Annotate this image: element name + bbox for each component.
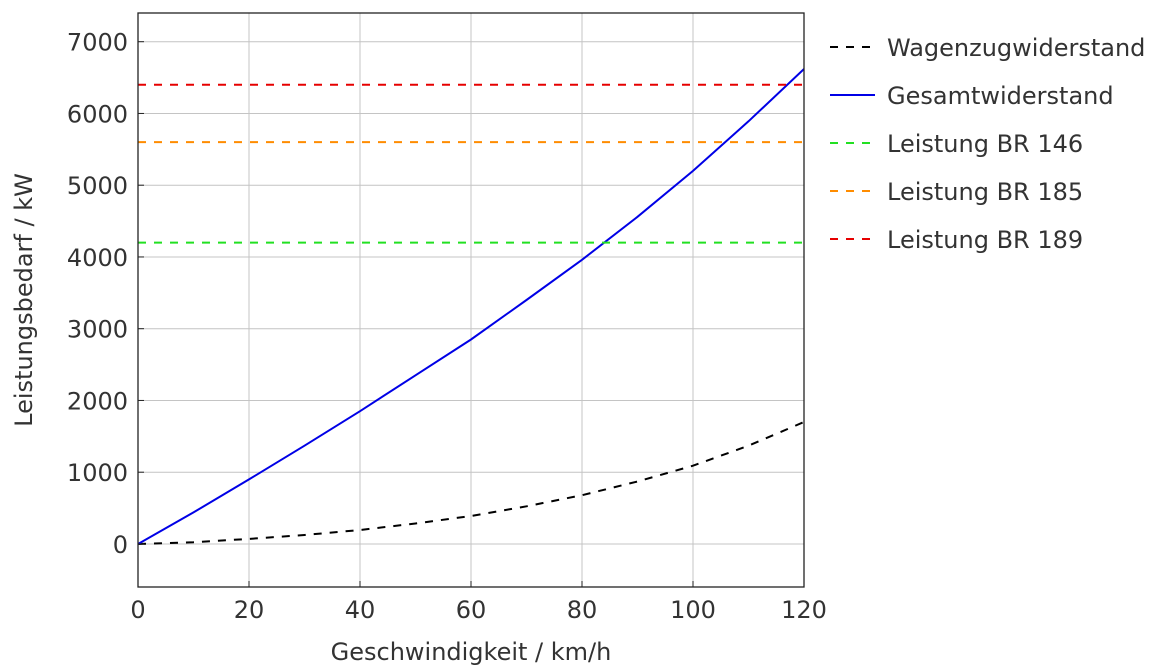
y-tick-label: 0 — [113, 531, 128, 559]
y-tick-label: 6000 — [67, 100, 128, 128]
x-tick-label: 40 — [345, 596, 376, 624]
x-axis: 0 20 40 60 80 100 120 — [130, 581, 827, 624]
y-tick-label: 2000 — [67, 387, 128, 415]
legend-label: Gesamtwiderstand — [887, 82, 1114, 110]
x-tick-label: 20 — [234, 596, 265, 624]
y-axis-title: Leistungsbedarf / kW — [10, 173, 38, 427]
y-tick-label: 1000 — [67, 459, 128, 487]
y-tick-label: 7000 — [67, 29, 128, 57]
x-tick-label: 120 — [781, 596, 827, 624]
legend-label: Wagenzugwiderstand — [887, 34, 1145, 62]
legend-label: Leistung BR 146 — [887, 130, 1083, 158]
x-tick-label: 100 — [670, 596, 716, 624]
y-tick-label: 3000 — [67, 316, 128, 344]
grid — [137, 13, 805, 587]
y-tick-label: 5000 — [67, 172, 128, 200]
x-tick-label: 0 — [130, 596, 145, 624]
series-line-1 — [138, 421, 804, 545]
series-layer — [138, 68, 804, 545]
x-tick-label: 80 — [567, 596, 598, 624]
legend-label: Leistung BR 189 — [887, 226, 1083, 254]
y-tick-label: 4000 — [67, 244, 128, 272]
x-axis-title: Geschwindigkeit / km/h — [331, 638, 612, 666]
legend-label: Leistung BR 185 — [887, 178, 1083, 206]
series-line-2 — [138, 68, 804, 545]
y-axis: 0 1000 2000 3000 4000 5000 6000 7000 — [67, 29, 144, 559]
x-tick-label: 60 — [456, 596, 487, 624]
legend: Wagenzugwiderstand Gesamtwiderstand Leistu… — [830, 34, 1145, 254]
